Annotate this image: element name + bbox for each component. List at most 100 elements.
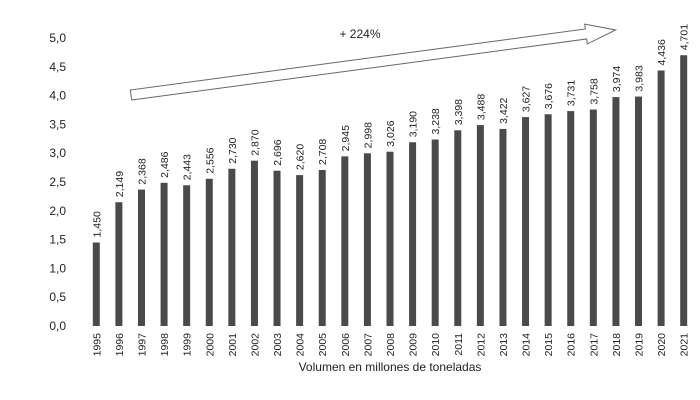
y-tick-label: 0,5 bbox=[49, 290, 66, 304]
growth-annotation: + 224% bbox=[339, 27, 380, 41]
x-axis: 1995 1996 1997 1998 1999 2000 2001 2002 2003 2004… bbox=[91, 333, 690, 357]
data-label-2018: 3,974 bbox=[611, 66, 623, 92]
bar-2005 bbox=[318, 170, 326, 326]
bar-1998 bbox=[160, 182, 168, 326]
bars bbox=[92, 55, 688, 327]
x-tick-label: 2007 bbox=[362, 333, 374, 357]
bar-2004 bbox=[296, 175, 304, 326]
y-tick-label: 0,0 bbox=[49, 319, 66, 333]
data-label-1999: 2,443 bbox=[182, 154, 194, 180]
x-tick-label: 2021 bbox=[679, 333, 691, 357]
x-tick-label: 1996 bbox=[114, 333, 126, 357]
x-tick-label: 2016 bbox=[566, 333, 578, 357]
data-label-2001: 2,730 bbox=[227, 137, 239, 163]
data-label-2010: 3,238 bbox=[430, 108, 442, 134]
x-tick-label: 1998 bbox=[159, 333, 171, 357]
x-tick-label: 2013 bbox=[498, 333, 510, 357]
data-label-2020: 4,436 bbox=[656, 39, 668, 65]
data-label-2017: 3,758 bbox=[588, 78, 600, 104]
bar-2003 bbox=[273, 170, 281, 326]
x-tick-label: 2003 bbox=[272, 333, 284, 357]
data-label-2013: 3,422 bbox=[498, 97, 510, 123]
x-tick-label: 2011 bbox=[453, 333, 465, 356]
bar-2006 bbox=[341, 156, 349, 326]
data-label-2005: 2,708 bbox=[317, 139, 329, 165]
x-tick-label: 2014 bbox=[521, 333, 533, 357]
bar-2020 bbox=[657, 70, 665, 327]
x-tick-label: 2002 bbox=[249, 333, 261, 357]
bar-2010 bbox=[431, 139, 439, 326]
bar-2015 bbox=[544, 114, 552, 327]
data-label-1998: 2,486 bbox=[159, 151, 171, 177]
x-tick-label: 2009 bbox=[408, 333, 420, 357]
data-label-2006: 2,945 bbox=[340, 125, 352, 151]
x-tick-label: 2012 bbox=[475, 333, 487, 357]
data-label-2003: 2,696 bbox=[272, 139, 284, 165]
bar-1995 bbox=[92, 242, 100, 326]
bar-2017 bbox=[589, 109, 597, 326]
data-label-2008: 3,026 bbox=[385, 120, 397, 146]
y-tick-label: 3,0 bbox=[49, 146, 66, 160]
bar-2018 bbox=[612, 97, 620, 327]
bar-2002 bbox=[250, 160, 258, 326]
y-tick-label: 4,5 bbox=[49, 60, 66, 74]
bar-2013 bbox=[499, 128, 507, 326]
data-labels: 1,450 2,149 2,368 2,486 2,443 2,556 2,730 2,870… bbox=[91, 24, 690, 238]
bar-1996 bbox=[115, 202, 123, 326]
x-axis-title: Volumen en millones de toneladas bbox=[299, 360, 482, 374]
bar-2007 bbox=[363, 153, 371, 326]
data-label-1995: 1,450 bbox=[91, 211, 103, 237]
x-tick-label: 2019 bbox=[634, 333, 646, 357]
bar-1999 bbox=[183, 185, 191, 326]
y-tick-label: 2,5 bbox=[49, 175, 66, 189]
data-label-1996: 2,149 bbox=[114, 171, 126, 197]
bar-2001 bbox=[228, 168, 236, 326]
bar-1997 bbox=[137, 189, 145, 326]
data-label-2004: 2,620 bbox=[295, 144, 307, 170]
bar-2016 bbox=[567, 111, 575, 327]
y-tick-label: 3,5 bbox=[49, 117, 66, 131]
data-label-2009: 3,190 bbox=[408, 111, 420, 137]
data-label-2007: 2,998 bbox=[362, 122, 374, 148]
x-tick-label: 1997 bbox=[136, 333, 148, 357]
y-tick-label: 2,0 bbox=[49, 204, 66, 218]
data-label-2012: 3,488 bbox=[475, 94, 487, 120]
y-tick-label: 4,0 bbox=[49, 89, 66, 103]
x-tick-label: 1999 bbox=[182, 333, 194, 357]
bar-2021 bbox=[680, 55, 688, 326]
data-label-1997: 2,368 bbox=[136, 158, 148, 184]
y-tick-label: 1,0 bbox=[49, 261, 66, 275]
growth-arrow bbox=[129, 23, 618, 101]
x-tick-label: 2008 bbox=[385, 333, 397, 357]
x-tick-label: 2020 bbox=[656, 333, 668, 357]
bar-2011 bbox=[454, 130, 462, 326]
data-label-2016: 3,731 bbox=[566, 80, 578, 106]
bar-2014 bbox=[522, 117, 530, 326]
y-tick-label: 5,0 bbox=[49, 31, 66, 45]
data-label-2002: 2,870 bbox=[249, 129, 261, 155]
data-label-2011: 3,398 bbox=[453, 99, 465, 125]
x-tick-label: 1995 bbox=[91, 333, 103, 357]
bar-2009 bbox=[409, 142, 417, 326]
bar-2008 bbox=[386, 151, 394, 326]
data-label-2015: 3,676 bbox=[543, 83, 555, 109]
bar-2019 bbox=[635, 96, 643, 327]
x-tick-label: 2005 bbox=[317, 333, 329, 357]
data-label-2000: 2,556 bbox=[204, 147, 216, 173]
data-label-2019: 3,983 bbox=[634, 65, 646, 91]
data-label-2021: 4,701 bbox=[679, 24, 691, 50]
y-tick-label: 1,5 bbox=[49, 233, 66, 247]
x-tick-label: 2010 bbox=[430, 333, 442, 357]
x-tick-label: 2006 bbox=[340, 333, 352, 357]
x-tick-label: 2018 bbox=[611, 333, 623, 357]
x-tick-label: 2015 bbox=[543, 333, 555, 357]
y-axis: 0,0 0,5 1,0 1,5 2,0 2,5 3,0 3,5 4,0 4,5 5,0 bbox=[49, 31, 66, 333]
bar-2000 bbox=[205, 178, 213, 326]
data-label-2014: 3,627 bbox=[521, 86, 533, 112]
x-tick-label: 2017 bbox=[588, 333, 600, 357]
x-tick-label: 2000 bbox=[204, 333, 216, 357]
x-tick-label: 2001 bbox=[227, 333, 239, 357]
bar-2012 bbox=[476, 125, 484, 326]
x-tick-label: 2004 bbox=[295, 333, 307, 357]
